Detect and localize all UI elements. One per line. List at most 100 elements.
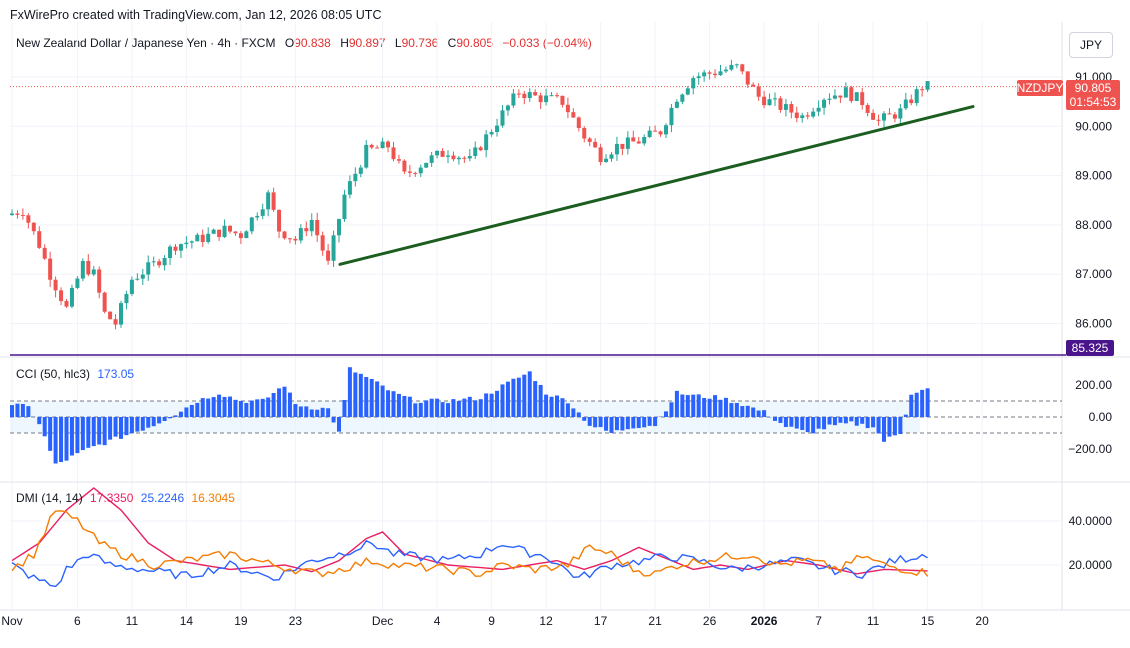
- candle-body: [609, 154, 614, 159]
- candle-body: [162, 257, 167, 266]
- candle-body: [467, 156, 472, 159]
- cci-bar: [887, 417, 892, 437]
- cci-bar: [440, 402, 445, 417]
- candle-body: [925, 81, 930, 90]
- cci-bar: [211, 397, 216, 417]
- candle-body: [707, 72, 712, 74]
- cci-bar: [266, 397, 271, 417]
- cci-bar: [789, 417, 794, 427]
- candle-body: [489, 132, 494, 135]
- cci-bar: [614, 417, 619, 431]
- minus-di-line: [11, 510, 929, 578]
- candle-body: [26, 215, 31, 223]
- time-tick-label: 26: [703, 614, 717, 628]
- cci-bar: [609, 417, 614, 433]
- candle-body: [446, 155, 450, 157]
- cci-bar: [664, 411, 668, 417]
- plus-di-value: 25.2246: [140, 491, 185, 505]
- cci-bar: [691, 394, 696, 417]
- candle-body: [571, 112, 576, 118]
- candle-body: [805, 115, 810, 117]
- candle-body: [249, 217, 254, 232]
- candle-body: [124, 293, 129, 304]
- candle-body: [255, 215, 260, 218]
- candle-body: [849, 87, 854, 102]
- cci-bar: [26, 406, 31, 417]
- cci-bar: [282, 386, 287, 417]
- currency-button[interactable]: JPY: [1069, 32, 1113, 58]
- cci-bar: [309, 409, 314, 417]
- cci-bar: [347, 367, 352, 417]
- candle-body: [522, 93, 527, 99]
- candle-body: [342, 194, 347, 220]
- candle-body: [37, 231, 42, 248]
- cci-bar: [113, 417, 118, 437]
- cci-bar: [91, 417, 96, 447]
- candle-body: [909, 99, 914, 104]
- candle-body: [669, 107, 674, 126]
- candle-body: [347, 181, 352, 195]
- cci-bar: [249, 400, 254, 417]
- candle-body: [734, 64, 739, 66]
- cci-bar: [129, 417, 134, 434]
- candle-body: [15, 213, 20, 215]
- cci-bar: [342, 399, 347, 417]
- candle-body: [206, 233, 211, 242]
- candle-body: [854, 92, 859, 102]
- cci-bar: [587, 417, 592, 426]
- low-label: L: [394, 36, 402, 50]
- cci-bar: [375, 381, 380, 417]
- candle-body: [320, 235, 325, 251]
- candle-body: [331, 235, 336, 261]
- cci-bar: [495, 390, 500, 417]
- cci-bar: [20, 404, 25, 417]
- low-value: 90.736: [401, 36, 439, 50]
- cci-bar: [64, 417, 69, 461]
- cci-tick-label: 0.00: [1089, 410, 1113, 424]
- candle-body: [380, 141, 385, 149]
- candle-body: [228, 225, 232, 232]
- candle-body: [865, 105, 870, 113]
- cci-bar: [48, 417, 53, 451]
- candle-body: [429, 155, 434, 163]
- candle-body: [773, 98, 777, 100]
- cci-bar: [914, 392, 919, 417]
- cci-bar: [631, 417, 636, 429]
- price-tick-label: 90.000: [1075, 119, 1112, 133]
- candle-body: [260, 209, 265, 216]
- candle-body: [729, 64, 734, 70]
- candle-body: [337, 219, 341, 236]
- candle-body: [211, 229, 216, 234]
- cci-bar: [473, 400, 478, 417]
- candle-body: [767, 99, 772, 106]
- cci-bar: [729, 403, 734, 417]
- candle-body: [631, 137, 636, 142]
- candle-body: [140, 274, 145, 279]
- cci-bar: [751, 407, 756, 417]
- time-tick-label: 17: [594, 614, 608, 628]
- cci-bar: [42, 417, 47, 437]
- candle-body: [119, 303, 123, 325]
- cci-bar: [69, 417, 74, 456]
- candle-body: [108, 311, 113, 320]
- candle-body: [505, 105, 510, 111]
- cci-bar: [843, 417, 848, 424]
- candle-body: [778, 98, 783, 110]
- cci-bar: [277, 388, 282, 417]
- cci-bar: [598, 417, 603, 428]
- plus-di-line: [11, 539, 928, 588]
- cci-bar: [832, 417, 837, 426]
- cci-bar: [680, 394, 685, 417]
- candle-body: [565, 104, 570, 113]
- cci-bar: [244, 403, 249, 417]
- cci-bar: [740, 406, 745, 417]
- candle-body: [604, 158, 609, 163]
- candle-body: [783, 104, 788, 110]
- cci-bar: [620, 417, 625, 431]
- cci-bar: [876, 417, 881, 434]
- cci-bar: [102, 417, 107, 446]
- candle-body: [642, 137, 647, 144]
- candle-body: [233, 231, 238, 234]
